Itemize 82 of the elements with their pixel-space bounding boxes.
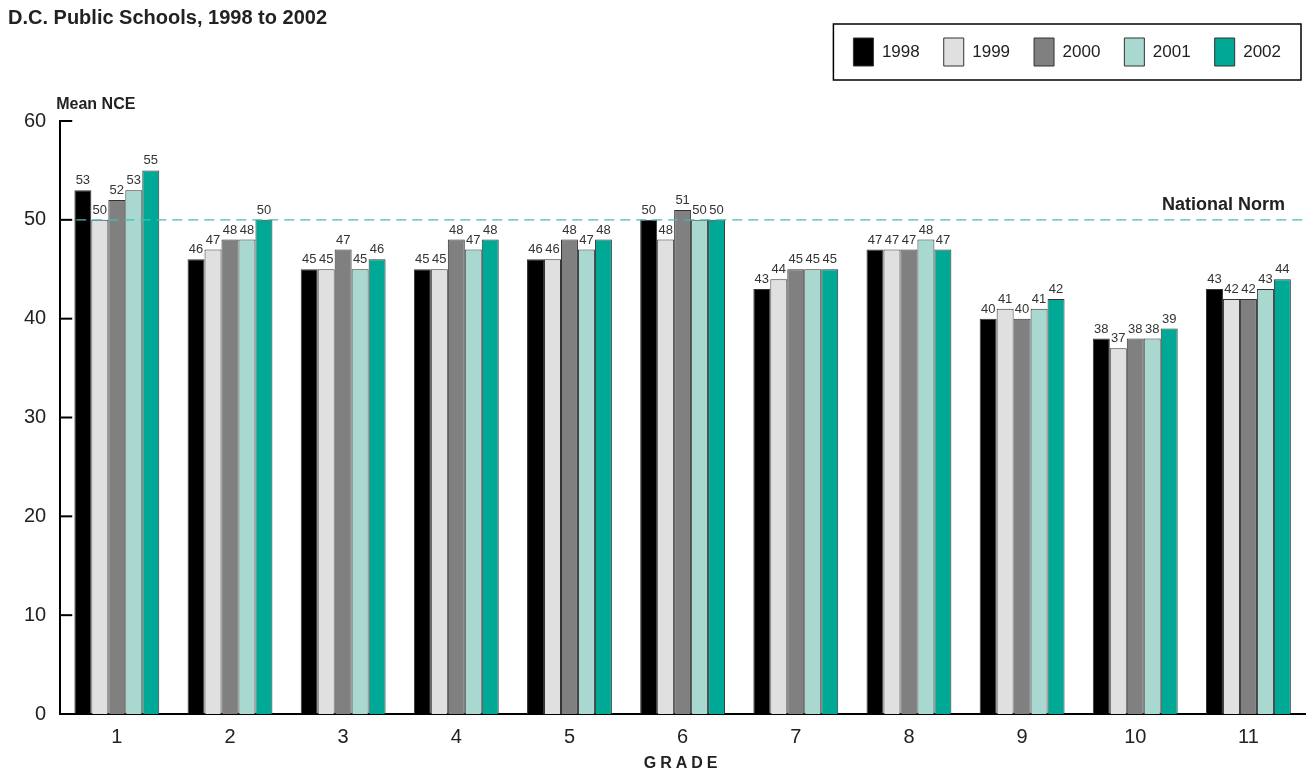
data-label: 48 — [562, 221, 577, 237]
data-label: 45 — [415, 251, 430, 267]
data-label: 47 — [901, 231, 917, 247]
data-label: 47 — [867, 231, 883, 247]
data-label: 46 — [188, 241, 204, 257]
data-label: 44 — [771, 261, 787, 277]
y-tick-label: 40 — [24, 306, 47, 329]
data-label: 42 — [1048, 280, 1064, 296]
x-tick-label: 3 — [337, 724, 349, 747]
data-label: 37 — [1111, 330, 1126, 346]
data-label: 43 — [1207, 271, 1222, 287]
data-label: 47 — [579, 231, 594, 247]
x-tick-label: 11 — [1238, 724, 1259, 747]
data-label: 48 — [222, 221, 238, 237]
x-tick-label: 6 — [677, 724, 689, 747]
data-label: 40 — [1014, 300, 1030, 316]
x-tick-label: 2 — [224, 724, 236, 747]
x-tick-label: 1 — [111, 724, 123, 747]
x-tick-label: 8 — [903, 724, 915, 747]
data-label: 47 — [466, 231, 481, 247]
data-label: 47 — [205, 231, 221, 247]
data-label: 45 — [318, 251, 334, 267]
y-tick-label: 30 — [24, 405, 47, 428]
data-label: 42 — [1224, 280, 1239, 296]
data-label: 40 — [980, 300, 996, 316]
data-label: 43 — [1258, 271, 1273, 287]
x-tick-label: 10 — [1124, 724, 1147, 747]
legend-label: 1999 — [972, 41, 1011, 61]
data-label: 50 — [641, 201, 656, 217]
data-label: 50 — [709, 201, 724, 217]
data-label: 42 — [1241, 280, 1256, 296]
data-label: 48 — [449, 221, 464, 237]
y-tick-label: 60 — [24, 108, 47, 131]
legend-label: 2002 — [1243, 41, 1282, 61]
chart-title: D.C. Public Schools, 1998 to 2002 — [8, 6, 328, 29]
x-tick-label: 9 — [1016, 724, 1028, 747]
data-label: 46 — [545, 241, 560, 257]
data-label: 45 — [301, 251, 317, 267]
data-label: 47 — [884, 231, 900, 247]
y-tick-label: 20 — [24, 503, 47, 526]
ref-line-label: National Norm — [1161, 193, 1285, 214]
y-axis-title: Mean NCE — [56, 95, 136, 113]
y-tick-label: 0 — [35, 701, 47, 724]
data-label: 45 — [822, 251, 837, 267]
legend-label: 2000 — [1062, 41, 1101, 61]
x-tick-label: 5 — [563, 724, 576, 747]
data-label: 48 — [596, 221, 611, 237]
data-label: 45 — [432, 251, 447, 267]
y-tick-label: 10 — [24, 602, 47, 625]
data-label: 48 — [658, 221, 673, 237]
x-tick-label: 7 — [790, 724, 802, 747]
data-label: 53 — [75, 172, 91, 188]
data-label: 50 — [92, 201, 108, 217]
data-label: 45 — [352, 251, 368, 267]
data-label: 51 — [675, 192, 690, 208]
legend-label: 1998 — [881, 41, 920, 61]
data-label: 46 — [369, 241, 385, 257]
data-label: 38 — [1094, 320, 1109, 336]
y-tick-label: 50 — [24, 207, 47, 230]
data-label: 53 — [126, 172, 142, 188]
data-label: 45 — [805, 251, 820, 267]
data-label: 46 — [528, 241, 543, 257]
data-label: 52 — [109, 182, 125, 198]
data-label: 41 — [997, 290, 1013, 306]
data-label: 38 — [1128, 320, 1143, 336]
data-label: 50 — [692, 201, 707, 217]
data-label: 43 — [754, 271, 770, 287]
data-label: 44 — [1275, 261, 1290, 277]
data-label: 45 — [788, 251, 804, 267]
data-label: 48 — [239, 221, 255, 237]
x-tick-label: 4 — [450, 724, 462, 747]
data-label: 48 — [483, 221, 498, 237]
data-label: 47 — [335, 231, 351, 247]
data-label: 50 — [256, 201, 272, 217]
data-label: 41 — [1031, 290, 1047, 306]
data-label: 48 — [918, 221, 934, 237]
data-label: 38 — [1145, 320, 1160, 336]
data-label: 47 — [935, 231, 951, 247]
data-label: 39 — [1161, 310, 1177, 326]
data-label: 55 — [143, 152, 159, 168]
x-axis-title: GRADE — [643, 754, 722, 772]
legend-label: 2001 — [1152, 41, 1191, 61]
